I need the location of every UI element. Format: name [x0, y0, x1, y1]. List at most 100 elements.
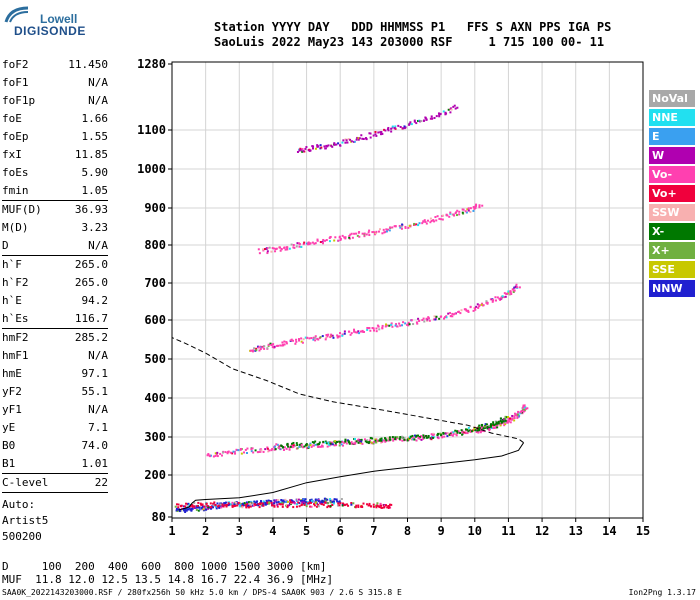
param-value: 74.0 [81, 439, 109, 452]
echo-point [442, 214, 445, 217]
echo-point [401, 324, 404, 327]
echo-point [305, 146, 308, 149]
echo-point [371, 231, 374, 234]
echo-point [253, 500, 256, 503]
param-name: h`F [2, 258, 22, 271]
y-tick-label: 500 [144, 352, 166, 366]
echo-point [433, 220, 436, 223]
echo-point [424, 117, 427, 120]
echo-point [326, 502, 329, 505]
echo-point [392, 439, 395, 442]
echo-point [176, 510, 179, 513]
echo-point [292, 339, 295, 342]
echo-point [391, 226, 394, 229]
echo-point [210, 506, 213, 509]
echo-point [478, 427, 481, 430]
echo-point [492, 421, 495, 424]
echo-point [208, 454, 211, 457]
echo-point [289, 339, 292, 342]
echo-point [396, 325, 399, 328]
echo-point [286, 500, 289, 503]
echo-point [275, 443, 278, 446]
echo-point [319, 241, 322, 244]
echo-point [317, 445, 320, 448]
x-tick-label: 7 [370, 524, 377, 538]
echo-point [285, 342, 288, 345]
echo-point [207, 506, 210, 509]
echo-point [309, 444, 312, 447]
echo-point [339, 440, 342, 443]
echo-point [297, 338, 300, 341]
echo-point [264, 248, 267, 251]
echo-point [273, 500, 276, 503]
echo-point [264, 448, 267, 451]
echo-point [413, 222, 416, 225]
echo-point [358, 235, 361, 238]
echo-point [292, 246, 295, 249]
echo-point [208, 506, 211, 509]
echo-point [316, 239, 319, 242]
echo-point [368, 234, 371, 237]
echo-point [461, 433, 464, 436]
echo-point [349, 233, 352, 236]
echo-point [365, 441, 368, 444]
echo-point [398, 224, 401, 227]
echo-point [420, 438, 423, 441]
echo-point [353, 232, 356, 235]
echo-point [319, 336, 322, 339]
digisonde-logo-icon [4, 6, 29, 23]
echo-point [195, 508, 198, 511]
echo-point [388, 324, 391, 327]
echo-point [313, 242, 316, 245]
echo-point [467, 430, 470, 433]
echo-point [337, 504, 340, 507]
param-value: N/A [88, 239, 108, 252]
echo-point [307, 242, 310, 245]
echo-point [262, 504, 265, 507]
echo-point [494, 299, 497, 302]
echo-point [258, 252, 261, 255]
echo-point [202, 508, 205, 511]
echo-point [477, 431, 480, 434]
echo-point [270, 500, 273, 503]
echo-point [310, 337, 313, 340]
echo-point [191, 505, 194, 508]
echo-point [449, 315, 452, 318]
echo-point [297, 498, 300, 501]
echo-point [319, 144, 322, 147]
echo-point [360, 440, 363, 443]
echo-point [368, 327, 371, 330]
param-name: foEp [2, 130, 29, 143]
echo-point [422, 434, 425, 437]
echo-point [511, 417, 514, 420]
echo-point [425, 317, 428, 320]
param-value: 7.1 [88, 421, 108, 434]
param-value: N/A [88, 76, 108, 89]
echo-point [390, 127, 393, 130]
echo-point [368, 440, 371, 443]
echo-point [301, 503, 304, 506]
echo-point [509, 291, 512, 294]
echo-point [212, 504, 215, 507]
echo-point [415, 439, 418, 442]
echo-point [326, 442, 329, 445]
echo-point [277, 344, 280, 347]
echo-point [425, 222, 428, 225]
echo-point [487, 425, 490, 428]
echo-point [416, 322, 419, 325]
echo-point [233, 450, 236, 453]
echo-point [383, 437, 386, 440]
echo-point [461, 431, 464, 434]
echo-point [270, 343, 273, 346]
echo-point [388, 436, 391, 439]
echo-point [366, 439, 369, 442]
echo-point [474, 308, 477, 311]
echo-point [251, 349, 254, 352]
echo-point [193, 506, 196, 509]
echo-point [418, 435, 421, 438]
echo-point [332, 336, 335, 339]
echo-point [200, 503, 203, 506]
echo-point [317, 145, 320, 148]
echo-point [410, 319, 413, 322]
echo-point [301, 341, 304, 344]
